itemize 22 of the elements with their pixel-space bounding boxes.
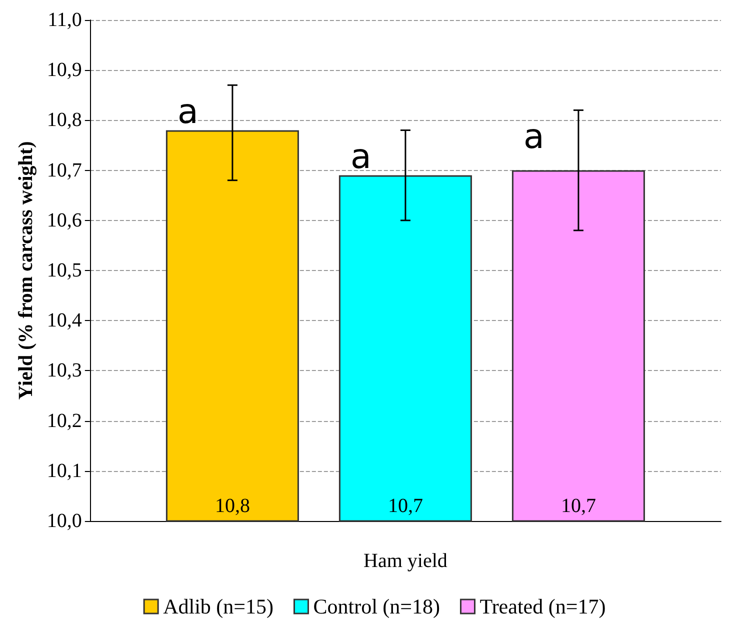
annotation: a bbox=[177, 92, 198, 132]
y-tick-label: 10,2 bbox=[46, 410, 82, 432]
y-axis-title: Yield (% from carcass weight) bbox=[15, 141, 37, 400]
y-tick-label: 10,6 bbox=[46, 209, 82, 232]
annotation: a bbox=[350, 137, 372, 178]
y-tick-label: 10,4 bbox=[46, 310, 82, 332]
y-tick-label: 10,9 bbox=[46, 59, 82, 82]
y-tick-label: 10,5 bbox=[46, 260, 82, 282]
y-tick-label: 10,8 bbox=[46, 109, 82, 132]
y-tick-label: 10,3 bbox=[46, 360, 82, 382]
annotation: a bbox=[523, 117, 544, 158]
data-label: 10,7 bbox=[388, 494, 423, 517]
data-label: 10,7 bbox=[560, 494, 596, 517]
legend-label: Control (n=18) bbox=[313, 594, 440, 618]
y-tick-label: 10,0 bbox=[46, 510, 82, 532]
legend-label: Treated (n=17) bbox=[480, 594, 606, 618]
y-tick-label: 11,0 bbox=[48, 9, 82, 31]
y-tick-label: 10,7 bbox=[46, 159, 82, 182]
data-label: 10,8 bbox=[214, 494, 250, 517]
legend-label: Adlib (n=15) bbox=[163, 594, 274, 618]
y-tick-label: 10,1 bbox=[46, 460, 82, 482]
x-tick-label: Ham yield bbox=[364, 550, 448, 572]
